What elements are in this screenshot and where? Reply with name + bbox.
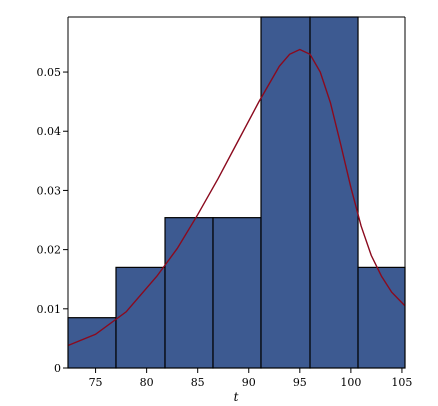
histogram-bar-3	[164, 217, 214, 369]
histogram-bars	[67, 16, 406, 369]
x-tick-label-100: 100	[340, 376, 361, 389]
x-tick-label-90: 90	[242, 376, 256, 389]
x-tick-label-105: 105	[391, 376, 412, 389]
histogram-bar-6	[309, 16, 359, 369]
density-curve-layer	[67, 48, 406, 347]
y-tick-label-2: 0.02	[37, 244, 62, 257]
x-ticks: 75 80 85 90 95 100 105	[89, 368, 412, 389]
y-ticks: 0 0.01 0.02 0.03 0.04 0.05	[37, 66, 68, 375]
histogram-bar-2	[115, 266, 166, 369]
x-tick-label-75: 75	[89, 376, 103, 389]
density-curve	[67, 48, 406, 347]
histogram-bar-7	[357, 266, 406, 369]
axes	[67, 16, 406, 369]
y-tick-label-4: 0.04	[37, 125, 62, 138]
x-tick-label-80: 80	[140, 376, 154, 389]
x-tick-label-85: 85	[191, 376, 205, 389]
histogram-bar-5	[260, 16, 311, 369]
y-tick-label-5: 0.05	[37, 66, 62, 79]
y-tick-label-0: 0	[54, 362, 61, 375]
x-tick-label-95: 95	[293, 376, 307, 389]
x-axis-label: t	[234, 390, 239, 404]
y-tick-label-3: 0.03	[37, 184, 62, 197]
histogram-bar-4	[212, 217, 262, 369]
y-tick-label-1: 0.01	[37, 303, 62, 316]
